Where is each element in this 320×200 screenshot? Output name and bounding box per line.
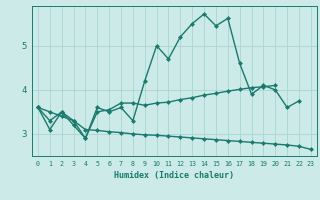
X-axis label: Humidex (Indice chaleur): Humidex (Indice chaleur) xyxy=(115,171,234,180)
